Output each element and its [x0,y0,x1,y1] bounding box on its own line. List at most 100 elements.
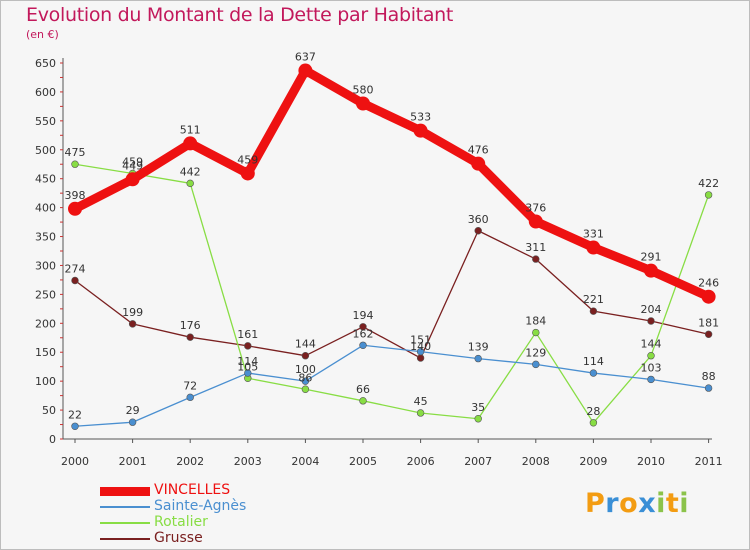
data-point [704,384,713,392]
logo-letter: o [619,488,639,519]
data-label: 114 [583,355,604,368]
data-label: 221 [583,293,604,306]
series-line-1 [74,344,710,427]
y-tick-label: 200 [35,317,56,330]
data-label: 449 [122,159,143,172]
data-label: 29 [126,404,140,417]
data-point [128,320,137,328]
data-point [413,123,428,138]
data-point [586,240,601,255]
data-label: 533 [410,111,431,124]
data-point [68,201,82,216]
data-point [532,255,540,263]
data-point [644,263,658,278]
data-point [359,341,367,349]
legend-swatch [100,538,150,540]
data-label: 103 [641,361,662,374]
data-point [474,227,482,235]
data-point [589,369,598,377]
data-point [647,317,655,325]
logo-letter: P [585,488,606,519]
y-tick-label: 0 [49,433,56,446]
data-label: 105 [237,360,258,373]
series-line-2 [74,163,710,424]
data-label: 161 [237,328,258,341]
data-label: 476 [468,144,489,157]
data-point [301,377,310,385]
data-label: 162 [353,327,374,340]
data-point [359,397,367,405]
data-label: 246 [698,277,719,290]
data-point [474,415,482,423]
data-point [71,276,79,285]
data-point [474,354,482,363]
data-label: 291 [641,251,662,264]
data-point [356,96,370,111]
logo-letter: i [656,488,666,519]
data-point [244,369,252,377]
y-tick-label: 150 [35,346,56,359]
data-label: 35 [471,401,485,414]
data-point [416,354,425,362]
y-tick-label: 100 [35,375,56,388]
data-label: 580 [353,83,374,96]
data-point [186,179,194,188]
data-label: 475 [65,146,86,159]
legend-swatch [100,506,150,508]
data-point [704,330,713,338]
y-tick-label: 600 [35,86,56,99]
legend-label: Rotalier [154,514,208,530]
data-label: 100 [295,363,316,376]
series-line-3 [74,230,710,359]
y-tick-label: 350 [35,231,56,244]
x-tick-label: 2009 [579,455,607,468]
data-label: 204 [641,303,662,316]
legend-item: Grusse [100,531,280,547]
data-label: 360 [468,213,489,226]
data-label: 181 [698,316,719,329]
y-tick-label: 650 [35,57,56,70]
data-point [701,289,716,304]
data-point [532,328,540,337]
y-tick-label: 400 [35,202,56,215]
chart-unit-label: (en €) [26,28,59,41]
x-tick-label: 2008 [522,455,550,468]
data-point [298,63,313,78]
x-tick-label: 2011 [695,455,723,468]
data-point [416,347,425,356]
data-point [589,419,598,427]
legend-item: Sainte-Agnès [100,499,280,515]
legend-item: Rotalier [100,515,280,531]
data-point [704,191,713,199]
data-point [244,342,252,350]
data-label: 442 [180,165,201,178]
x-tick-label: 2005 [349,455,377,468]
series-line-0 [70,66,714,302]
data-label: 86 [298,371,312,384]
x-tick-label: 2007 [464,455,492,468]
logo-letter: r [605,488,620,519]
x-tick-label: 2002 [176,455,204,468]
data-point [125,172,140,187]
data-label: 144 [295,338,316,351]
data-label: 139 [468,341,489,354]
data-label: 311 [525,241,546,254]
data-label: 184 [525,315,546,328]
data-point [416,409,425,417]
data-label: 637 [295,51,316,64]
data-point [128,418,137,426]
x-tick-label: 2003 [234,455,262,468]
data-point [71,160,79,168]
data-label: 129 [525,346,546,359]
proxiti-logo: Proxiti [585,488,689,519]
data-point [240,166,255,181]
data-point [186,393,194,402]
data-point [359,323,367,331]
legend-label: Grusse [154,530,203,546]
data-point [186,333,194,341]
data-label: 45 [414,395,428,408]
data-label: 144 [641,338,662,351]
logo-letter: i [679,488,690,519]
